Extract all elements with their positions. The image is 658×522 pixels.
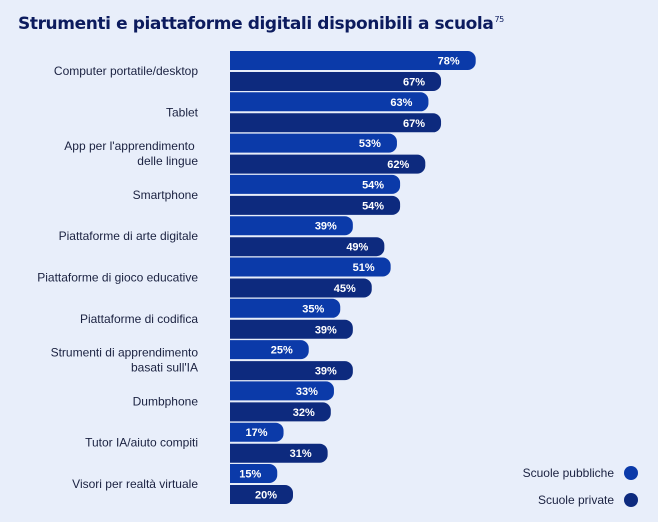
- data-label: 32%: [293, 407, 315, 419]
- bar-public: [230, 298, 341, 318]
- category-label: Tablet: [166, 105, 199, 119]
- bar-private: [230, 443, 328, 463]
- bar-private: [230, 402, 331, 422]
- bar-private: [230, 72, 442, 91]
- data-label: 54%: [362, 200, 384, 212]
- data-label: 33%: [296, 386, 318, 398]
- bar-public: [230, 381, 334, 401]
- bar-private: [230, 319, 353, 339]
- bar-private: [230, 278, 372, 298]
- bar-public: [230, 133, 397, 153]
- category-label: Dumbphone: [133, 394, 199, 408]
- category-label: App per l'apprendimento delle lingue: [64, 139, 198, 168]
- data-label: 25%: [271, 345, 293, 357]
- data-label: 67%: [403, 118, 425, 130]
- chart-title: Strumenti e piattaforme digitali disponi…: [18, 14, 504, 34]
- data-label: 78%: [438, 56, 460, 68]
- data-label: 49%: [346, 242, 368, 254]
- data-label: 63%: [390, 97, 412, 109]
- bar-public: [230, 174, 401, 194]
- legend-item-public: Scuole pubbliche: [523, 464, 638, 481]
- category-label: Visori per realtà virtuale: [72, 477, 198, 491]
- bar-private: [230, 485, 293, 504]
- bar-public: [230, 464, 278, 483]
- data-label: 39%: [315, 324, 337, 336]
- data-label: 54%: [362, 179, 384, 191]
- bar-private: [230, 237, 385, 257]
- bar-public: [230, 340, 309, 360]
- data-label: 17%: [246, 427, 268, 439]
- bar-private: [230, 154, 426, 174]
- legend-label-private: Scuole private: [537, 492, 614, 507]
- data-label: 45%: [334, 283, 356, 295]
- data-label: 39%: [315, 221, 337, 233]
- bar-private: [230, 361, 353, 381]
- category-label: Computer portatile/desktop: [54, 64, 198, 78]
- bar-public: [230, 257, 391, 277]
- bar-public: [230, 216, 353, 236]
- bar-public: [230, 51, 476, 70]
- bar-public: [230, 92, 429, 112]
- legend-label-public: Scuole pubbliche: [522, 465, 614, 480]
- data-label: 31%: [290, 448, 312, 460]
- data-label: 51%: [353, 262, 375, 274]
- bar-private: [230, 195, 401, 215]
- category-label: Smartphone: [133, 188, 199, 202]
- category-label: Strumenti di apprendimento basati sull'IA: [51, 346, 199, 375]
- bar-private: [230, 113, 442, 133]
- legend-swatch-private: [624, 492, 638, 507]
- data-label: 53%: [359, 138, 381, 150]
- footnote-marker: 75: [494, 15, 504, 24]
- data-label: 20%: [255, 490, 277, 502]
- data-label: 62%: [387, 159, 409, 171]
- data-label: 67%: [403, 77, 425, 89]
- category-label: Piattaforme di codifica: [80, 312, 198, 326]
- legend-item-private: Scuole private: [523, 491, 638, 508]
- category-label: Piattaforme di arte digitale: [59, 229, 199, 243]
- data-label: 39%: [315, 366, 337, 378]
- bar-public: [230, 422, 284, 442]
- data-label: 15%: [239, 469, 261, 481]
- legend: Scuole pubbliche Scuole private: [523, 464, 638, 518]
- legend-swatch-public: [624, 465, 638, 480]
- data-label: 35%: [302, 303, 324, 315]
- category-label: Piattaforme di gioco educative: [37, 271, 198, 285]
- category-label: Tutor IA/aiuto compiti: [85, 436, 198, 450]
